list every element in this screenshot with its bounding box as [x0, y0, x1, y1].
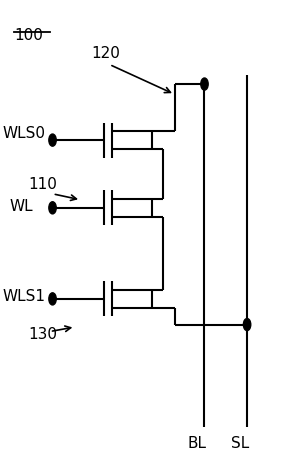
Text: WLS0: WLS0	[3, 126, 46, 141]
Circle shape	[49, 134, 56, 146]
Text: WL: WL	[10, 199, 34, 214]
Text: WLS1: WLS1	[3, 289, 46, 304]
Circle shape	[243, 318, 251, 331]
Text: 120: 120	[91, 46, 120, 61]
Text: 100: 100	[14, 28, 43, 43]
Circle shape	[201, 78, 208, 90]
Circle shape	[49, 202, 56, 214]
Text: SL: SL	[231, 436, 249, 451]
Circle shape	[49, 293, 56, 305]
Text: BL: BL	[188, 436, 207, 451]
Text: 110: 110	[28, 177, 57, 192]
Text: 130: 130	[28, 326, 57, 341]
